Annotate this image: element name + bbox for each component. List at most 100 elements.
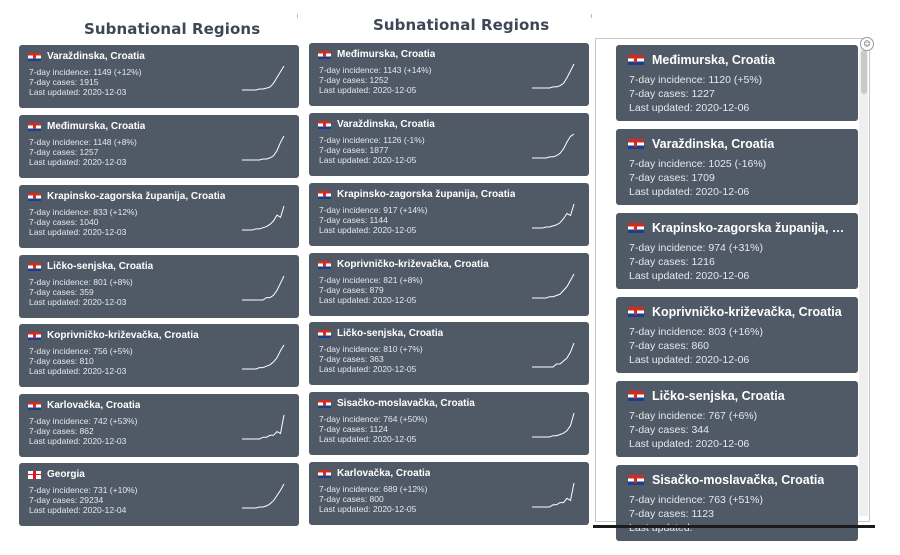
divider-tick — [297, 14, 298, 18]
sparkline-path — [242, 414, 285, 440]
incidence-text: 7-day incidence: 1148 (+8%) — [29, 137, 137, 147]
last-updated-text: Last updated: 2020-12-06 — [629, 270, 750, 282]
incidence-text: 7-day incidence: 1126 (-1%) — [319, 135, 425, 145]
sparkline-path — [242, 135, 285, 161]
card-header: Međimurska, Croatia — [28, 121, 145, 132]
croatia-flag-icon — [28, 122, 41, 131]
region-name: Krapinsko-zagorska županija, Croatia — [47, 191, 226, 202]
cases-text: 7-day cases: 1144 — [319, 215, 388, 225]
card-header: Ličko-senjska, Croatia — [28, 261, 153, 272]
region-card[interactable]: Koprivničko-križevačka, Croatia 7-day inc… — [616, 297, 858, 373]
last-updated-text: Last updated: 2020-12-05 — [319, 85, 417, 95]
region-card[interactable]: Ličko-senjska, Croatia 7-day incidence: 8… — [19, 255, 299, 318]
trend-sparkline — [532, 273, 575, 299]
region-card[interactable]: Krapinsko-zagorska županija, Croatia 7-da… — [309, 183, 589, 246]
incidence-text: 7-day incidence: 821 (+8%) — [319, 275, 423, 285]
region-name: Ličko-senjska, Croatia — [652, 389, 785, 403]
region-card[interactable]: Međimurska, Croatia 7-day incidence: 1120… — [616, 45, 858, 121]
region-name: Međimurska, Croatia — [337, 49, 436, 60]
trend-sparkline — [242, 275, 285, 301]
card-header: Karlovačka, Croatia — [28, 400, 140, 411]
trend-sparkline — [532, 63, 575, 89]
trend-sparkline — [532, 342, 575, 368]
region-name: Karlovačka, Croatia — [47, 400, 141, 411]
region-card[interactable]: Varaždinska, Croatia 7-day incidence: 114… — [19, 45, 299, 108]
region-name: Ličko-senjska, Croatia — [47, 261, 154, 272]
region-card[interactable]: Sisačko-moslavačka, Croatia 7-day inciden… — [309, 392, 589, 455]
trend-sparkline — [242, 483, 285, 509]
region-card[interactable]: Varaždinska, Croatia 7-day incidence: 102… — [616, 129, 858, 205]
croatia-flag-icon — [28, 401, 41, 410]
cases-text: 7-day cases: 800 — [319, 494, 384, 504]
region-name: Sisačko-moslavačka, Croatia — [337, 398, 475, 409]
trend-sparkline — [242, 414, 285, 440]
cases-text: 7-day cases: 862 — [29, 426, 94, 436]
card-header: Sisačko-moslavačka, Croatia — [318, 398, 475, 409]
croatia-flag-icon — [28, 331, 41, 340]
last-updated-text: Last updated: 2020-12-05 — [319, 225, 417, 235]
last-updated-text: Last updated: 2020-12-06 — [629, 354, 750, 366]
cases-text: 7-day cases: 1709 — [629, 172, 715, 184]
croatia-flag-icon — [628, 475, 644, 485]
face-icon[interactable]: ☺ — [860, 37, 874, 51]
region-name: Koprivničko-križevačka, Croatia — [652, 305, 842, 319]
trend-sparkline — [532, 133, 575, 159]
region-name: Krapinsko-zagorska županija, Croatia — [337, 189, 516, 200]
region-name: Koprivničko-križevačka, Croatia — [47, 330, 199, 341]
last-updated-text: Last updated: 2020-12-05 — [319, 295, 417, 305]
incidence-text: 7-day incidence: 974 (+31%) — [629, 242, 763, 254]
region-card[interactable]: Međimurska, Croatia 7-day incidence: 1148… — [19, 115, 299, 178]
card-header: Karlovačka, Croatia — [318, 468, 430, 479]
region-card[interactable]: Koprivničko-križevačka, Croatia 7-day inc… — [309, 253, 589, 316]
georgia-flag-icon — [28, 470, 41, 479]
scrollbar-thumb[interactable] — [861, 50, 867, 94]
cases-text: 7-day cases: 29234 — [29, 495, 104, 505]
region-name: Međimurska, Croatia — [47, 121, 146, 132]
scrollbar-track[interactable] — [859, 48, 868, 516]
card-header: Ličko-senjska, Croatia — [318, 328, 443, 339]
region-card[interactable]: Ličko-senjska, Croatia 7-day incidence: 8… — [309, 322, 589, 385]
card-header: Krapinsko-zagorska županija, … — [628, 221, 846, 235]
region-name: Varaždinska, Croatia — [47, 51, 145, 62]
last-updated-text: Last updated: — [629, 522, 693, 534]
region-card[interactable]: Karlovačka, Croatia 7-day incidence: 689 … — [309, 462, 589, 525]
cases-text: 7-day cases: 1257 — [29, 147, 99, 157]
last-updated-text: Last updated: 2020-12-03 — [29, 366, 127, 376]
region-card[interactable]: Krapinsko-zagorska županija, … 7-day inci… — [616, 213, 858, 289]
card-header: Ličko-senjska, Croatia — [628, 389, 846, 403]
croatia-flag-icon — [318, 260, 331, 269]
card-header: Varaždinska, Croatia — [318, 119, 435, 130]
cases-text: 7-day cases: 1227 — [629, 88, 715, 100]
croatia-flag-icon — [318, 329, 331, 338]
trend-sparkline — [532, 203, 575, 229]
card-header: Koprivničko-križevačka, Croatia — [318, 259, 489, 270]
croatia-flag-icon — [318, 120, 331, 129]
croatia-flag-icon — [318, 190, 331, 199]
card-header: Krapinsko-zagorska županija, Croatia — [318, 189, 515, 200]
column-title: Subnational Regions — [373, 16, 550, 34]
region-card[interactable]: Karlovačka, Croatia 7-day incidence: 742 … — [19, 394, 299, 457]
region-card[interactable]: Georgia 7-day incidence: 731 (+10%) 7-day … — [19, 463, 299, 526]
region-name: Međimurska, Croatia — [652, 53, 775, 67]
croatia-flag-icon — [28, 192, 41, 201]
sparkline-path — [532, 273, 575, 299]
divider-tick — [591, 14, 592, 18]
trend-sparkline — [242, 135, 285, 161]
croatia-flag-icon — [628, 307, 644, 317]
sparkline-path — [532, 482, 575, 508]
last-updated-text: Last updated: 2020-12-06 — [629, 438, 750, 450]
region-name: Koprivničko-križevačka, Croatia — [337, 259, 489, 270]
region-card[interactable]: Ličko-senjska, Croatia 7-day incidence: 7… — [616, 381, 858, 457]
region-card[interactable]: Varaždinska, Croatia 7-day incidence: 112… — [309, 113, 589, 176]
croatia-flag-icon — [628, 139, 644, 149]
region-card[interactable]: Sisačko-moslavačka, Croatia 7-day inciden… — [616, 465, 858, 541]
incidence-text: 7-day incidence: 742 (+53%) — [29, 416, 138, 426]
region-card[interactable]: Međimurska, Croatia 7-day incidence: 1143… — [309, 43, 589, 106]
region-card[interactable]: Krapinsko-zagorska županija, Croatia 7-da… — [19, 185, 299, 248]
last-updated-text: Last updated: 2020-12-03 — [29, 436, 127, 446]
cases-text: 7-day cases: 1877 — [319, 145, 389, 155]
incidence-text: 7-day incidence: 689 (+12%) — [319, 484, 428, 494]
region-card[interactable]: Koprivničko-križevačka, Croatia 7-day inc… — [19, 324, 299, 387]
last-updated-text: Last updated: 2020-12-03 — [29, 87, 127, 97]
incidence-text: 7-day incidence: 803 (+16%) — [629, 326, 763, 338]
